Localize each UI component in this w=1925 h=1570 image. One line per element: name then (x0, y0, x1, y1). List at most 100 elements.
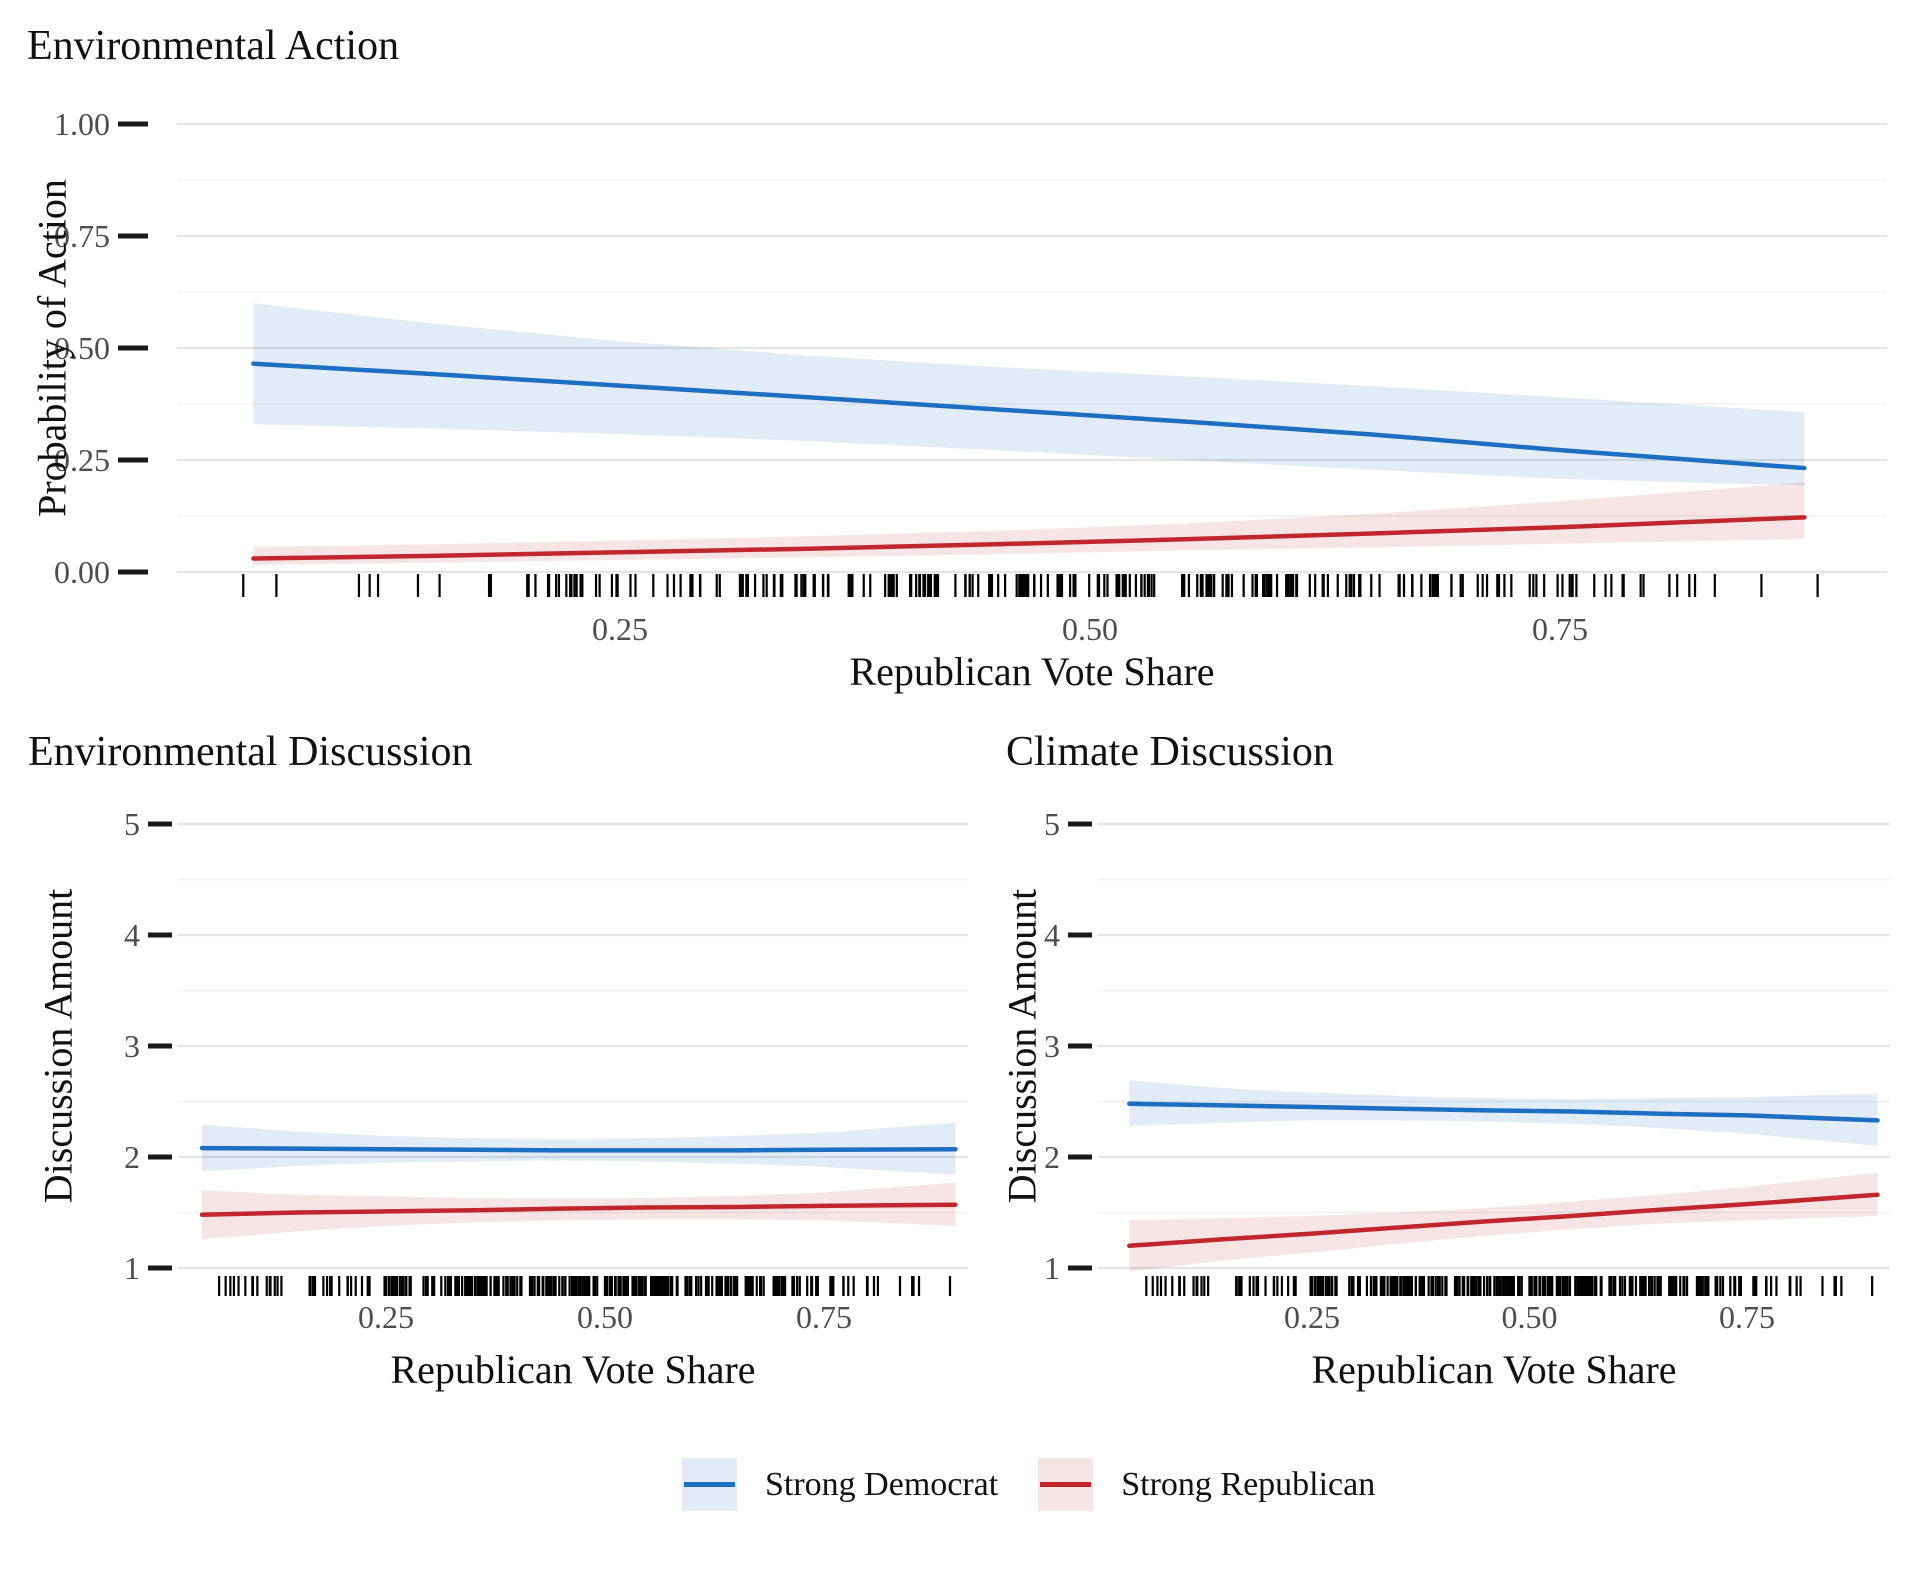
rug-tick (1510, 574, 1513, 597)
rug-tick (1639, 574, 1642, 597)
rug-tick (218, 1276, 221, 1296)
rug-tick (738, 574, 742, 597)
rug-tick (1582, 1276, 1585, 1296)
rug-tick (800, 574, 803, 597)
rug-tick (1719, 1276, 1722, 1296)
rug-tick (1473, 1276, 1476, 1296)
rug-tick (716, 1276, 719, 1296)
rug-tick (530, 1276, 533, 1296)
rug-tick (1356, 1276, 1360, 1296)
rug-tick (1614, 1276, 1617, 1296)
rug-tick (634, 574, 637, 597)
rug-tick (1407, 1276, 1410, 1296)
rug-tick (1497, 574, 1501, 597)
rug-tick (570, 574, 573, 597)
rug-tick (446, 1276, 450, 1296)
rug-tick (1699, 1276, 1702, 1296)
rug-tick (1183, 1276, 1186, 1296)
republican-trend-line (1127, 1192, 1880, 1249)
rug-tick (634, 1276, 637, 1296)
rug-tick (1470, 1276, 1473, 1296)
rug-tick (934, 574, 938, 597)
rug-tick (1659, 1276, 1662, 1296)
rug-tick (1156, 1276, 1159, 1296)
rug-tick (847, 1276, 850, 1296)
rug-tick (390, 1276, 393, 1296)
rug-tick (644, 1276, 647, 1296)
rug-tick (964, 574, 967, 597)
rug-tick (1275, 574, 1279, 597)
rug-tick (1444, 1276, 1447, 1296)
rug-tick (1405, 1276, 1408, 1296)
rug-tick (1359, 574, 1362, 597)
rug-tick (654, 1276, 657, 1296)
rug-tick (350, 1276, 353, 1296)
rug-tick (457, 1276, 461, 1296)
rug-tick (587, 1276, 590, 1296)
rug-tick (745, 574, 748, 597)
rug-tick (1358, 1276, 1361, 1296)
rug-tick (422, 1276, 425, 1296)
rug-tick (485, 1276, 488, 1296)
y-tick-label: 0.50 (54, 330, 110, 366)
rug-tick (1399, 1276, 1403, 1296)
y-tick-label: 0.25 (54, 442, 110, 478)
rug-tick (527, 574, 530, 597)
rug-tick (1477, 1276, 1480, 1296)
rug-tick (484, 1276, 487, 1296)
rug-tick (1242, 574, 1245, 597)
rug-tick (569, 574, 572, 597)
democrat-confidence-ribbon (253, 303, 1805, 486)
rug-tick (574, 1276, 578, 1296)
rug-tick (1254, 574, 1257, 597)
rug-tick (533, 1276, 536, 1296)
rug-tick (990, 574, 994, 597)
rug-tick (1316, 1276, 1319, 1296)
rug-tick (741, 574, 744, 597)
rug-tick (1409, 1276, 1412, 1296)
rug-tick (1556, 574, 1559, 597)
rug-tick (923, 574, 927, 597)
rug-tick (1561, 574, 1564, 597)
rug-tick (804, 574, 807, 597)
rug-tick (1118, 574, 1121, 597)
rug-tick (660, 1276, 663, 1296)
rug-tick (1506, 1276, 1509, 1296)
legend-key-democrat-line (684, 1482, 735, 1487)
rug-tick (489, 1276, 492, 1296)
rug-tick (461, 1276, 464, 1296)
rug-tick (561, 1276, 564, 1296)
rug-tick (1499, 1276, 1502, 1296)
rug-tick (1178, 1276, 1181, 1296)
rug-tick (1539, 1276, 1542, 1296)
rug-tick (1462, 1276, 1466, 1296)
rug-tick (1414, 1276, 1417, 1296)
rug-tick (1348, 1276, 1351, 1296)
rug-tick (690, 1276, 693, 1296)
rug-tick (792, 1276, 796, 1296)
rug-tick (1383, 1276, 1386, 1296)
rug-tick (1326, 574, 1329, 597)
rug-tick (1697, 1276, 1701, 1296)
rug-tick (781, 1276, 784, 1296)
rug-tick (1431, 574, 1434, 597)
rug-tick (1701, 1276, 1704, 1296)
rug-tick (1682, 1276, 1685, 1296)
rug-tick (1372, 1276, 1375, 1296)
rug-tick (598, 574, 601, 597)
rug-tick (1488, 1276, 1492, 1296)
rug-tick (1497, 1276, 1500, 1296)
rug-tick (1330, 1276, 1333, 1296)
rug-tick (1729, 1276, 1732, 1296)
rug-tick (1621, 574, 1624, 597)
rug-tick (1106, 574, 1109, 597)
rug-tick (617, 1276, 620, 1296)
rug-tick (487, 574, 491, 597)
rug-tick (1015, 574, 1018, 597)
rug-tick (1369, 1276, 1373, 1296)
rug-tick (1322, 574, 1325, 597)
rug-tick (794, 574, 797, 597)
rug-tick (734, 1276, 737, 1296)
rug-tick (812, 574, 815, 597)
rug-tick (1618, 1276, 1622, 1296)
